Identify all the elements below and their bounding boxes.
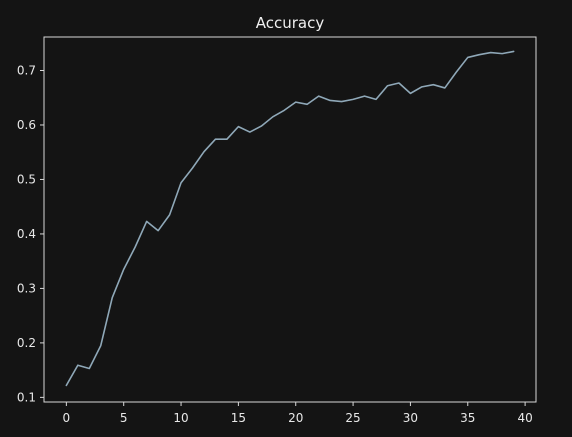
series-line [65, 50, 515, 387]
y-tick-label: 0.6 [17, 118, 36, 132]
y-tick-label: 0.5 [17, 172, 36, 186]
x-tick-label: 35 [460, 411, 475, 425]
y-tick-label: 0.1 [17, 390, 36, 404]
x-tick-label: 40 [517, 411, 532, 425]
chart-title: Accuracy [256, 14, 325, 32]
x-axis-ticks: 0 5 10 15 20 25 30 35 40 [63, 402, 533, 425]
x-tick-label: 25 [345, 411, 360, 425]
x-tick-label: 15 [231, 411, 246, 425]
y-tick-label: 0.2 [17, 336, 36, 350]
y-axis-ticks: 0.1 0.2 0.3 0.4 0.5 0.6 0.7 [17, 64, 44, 404]
x-tick-label: 0 [63, 411, 71, 425]
x-tick-label: 20 [288, 411, 303, 425]
axes-frame [43, 36, 537, 403]
y-tick-label: 0.4 [17, 227, 36, 241]
y-tick-label: 0.3 [17, 281, 36, 295]
x-tick-label: 30 [403, 411, 418, 425]
x-tick-label: 10 [173, 411, 188, 425]
x-tick-label: 5 [120, 411, 128, 425]
y-tick-label: 0.7 [17, 64, 36, 78]
